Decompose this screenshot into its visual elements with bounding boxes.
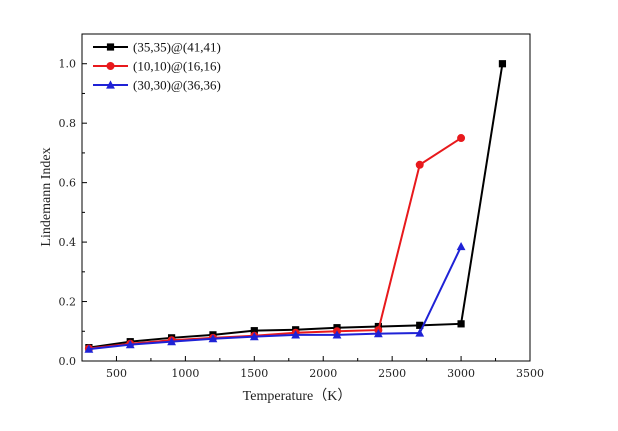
series-line [88,137,462,350]
legend-entry: (10,10)@(16,16) [93,59,221,74]
legend-label: (10,10)@(16,16) [133,59,221,74]
data-point [84,344,94,353]
data-point [457,134,466,143]
x-axis-ticks: 500 1000 1500 2000 2500 3000 3500 [81,356,544,380]
y-axis-title: Lindemann Index [39,147,54,246]
legend-entry: (35,35)@(41,41) [93,40,221,55]
legend-swatch-marker [106,43,115,51]
x-tick-label: 3000 [447,367,475,380]
y-tick-label: 0.4 [59,236,77,249]
data-point [125,340,135,349]
data-point [250,327,258,335]
y-tick-label: 1.0 [59,58,77,71]
legend: (35,35)@(41,41) (10,10)@(16,16) (30,30)@(3… [93,40,221,93]
data-point [415,328,425,337]
series-line [88,63,504,349]
y-tick-label: 0.0 [59,355,77,368]
x-tick-label: 1000 [171,367,199,380]
y-tick-label: 0.8 [59,117,77,130]
legend-entry: (30,30)@(36,36) [93,78,221,93]
data-point [456,241,466,251]
plot-frame [81,33,531,362]
x-tick-label: 2000 [309,367,337,380]
data-point [249,332,259,341]
data-point [416,321,424,329]
legend-swatch-marker [106,62,115,70]
y-tick-label: 0.2 [59,296,77,309]
series-line [88,246,462,351]
data-point [457,320,465,328]
legend-label: (30,30)@(36,36) [133,78,221,93]
data-point [498,60,507,68]
data-point [373,329,383,338]
legend-label: (35,35)@(41,41) [133,40,221,55]
legend-swatch-marker [106,80,115,89]
data-point [332,330,342,339]
x-tick-label: 500 [106,367,127,380]
x-axis-title: Temperature（K） [243,388,352,404]
y-axis-ticks: 0.0 0.2 0.4 0.6 0.8 1.0 [59,33,87,368]
x-tick-label: 3500 [516,367,544,380]
series-layer [84,60,507,353]
data-point [167,337,176,346]
x-tick-label: 2500 [378,367,406,380]
x-tick-label: 1500 [240,367,268,380]
series-3 [84,241,466,353]
data-point [208,334,218,343]
data-point [415,160,424,169]
series-2 [84,134,466,353]
series-1 [85,60,507,352]
data-point [291,330,301,339]
y-tick-label: 0.6 [59,177,77,190]
